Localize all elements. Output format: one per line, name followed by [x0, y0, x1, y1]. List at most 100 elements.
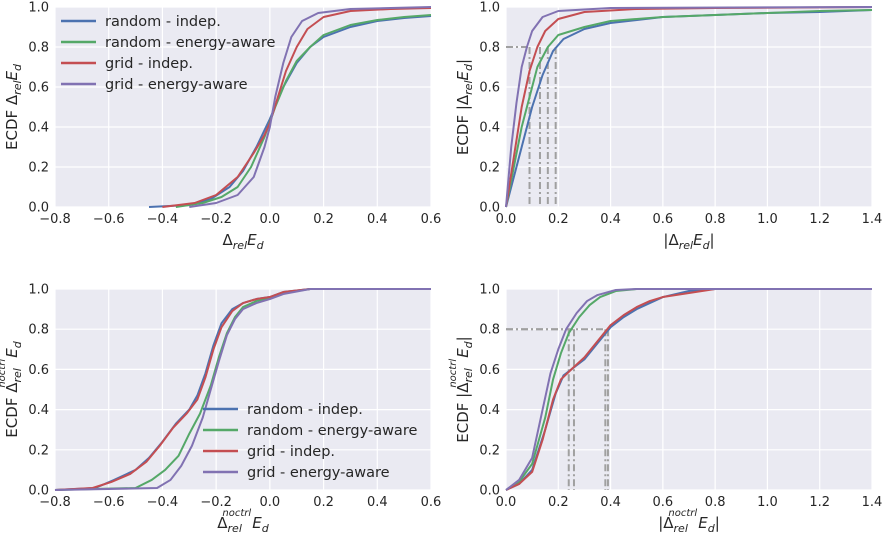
- panel-top-right: 0.0 0.2 0.4 0.6 0.8 1.0 1.2 1.4 0.0 0.2 0.4 0.6 0.8 1…: [454, 1, 882, 253]
- label-part: E: [3, 70, 21, 80]
- label-part: d: [708, 522, 716, 535]
- legend-label: grid - energy-aware: [247, 465, 390, 481]
- y-axis-label: ECDF ΔrelEd: [3, 63, 24, 150]
- x-tick-label: 1.0: [757, 212, 778, 227]
- y-tick-label: 0.8: [479, 41, 500, 56]
- label-part: d: [11, 340, 24, 348]
- x-tick-label: −0.4: [147, 212, 179, 227]
- y-tick-label: 0.0: [479, 201, 500, 216]
- label-part: E: [698, 514, 708, 532]
- label-superscript: noctrl: [668, 508, 697, 519]
- x-tick-label: 0.0: [496, 212, 517, 227]
- x-tick-label: 1.4: [862, 212, 883, 227]
- label-part: E: [454, 70, 472, 80]
- series-line-grid-indep: [54, 288, 431, 491]
- legend-label: grid - energy-aware: [105, 77, 248, 93]
- label-part: rel: [11, 368, 24, 382]
- label-part: E: [252, 514, 262, 532]
- x-tick-label: 0.4: [367, 495, 388, 510]
- x-tick-label: 0.6: [421, 212, 442, 227]
- y-tick-label: 0.6: [479, 81, 500, 96]
- y-tick-label: 1.0: [28, 1, 49, 16]
- label-part: E: [247, 231, 257, 249]
- x-tick-label: 1.0: [757, 495, 778, 510]
- x-axis-label: |ΔrelEd|: [663, 231, 714, 252]
- legend-label: grid - indep.: [105, 56, 193, 72]
- label-part: Δ: [217, 514, 228, 532]
- x-axis-label: Δrel noctrl Ed: [217, 508, 269, 535]
- label-part: d: [703, 239, 711, 252]
- x-tick-label: 0.8: [705, 212, 726, 227]
- label-part: rel: [462, 368, 475, 382]
- y-tick-label: 1.0: [479, 283, 500, 298]
- series-line-grid-energy: [54, 288, 431, 491]
- x-tick-label: 0.2: [548, 212, 569, 227]
- y-tick-label: 1.0: [28, 283, 49, 298]
- label-part: |: [715, 514, 720, 532]
- label-part: d: [462, 340, 475, 348]
- legend-label: random - energy-aware: [247, 423, 417, 439]
- label-part: |Δ: [658, 514, 674, 532]
- y-tick-label: 0.2: [28, 161, 49, 176]
- series-line-random-energy: [505, 9, 873, 208]
- x-tick-label: 0.8: [705, 495, 726, 510]
- plot-area: [55, 289, 431, 490]
- legend-label: random - energy-aware: [105, 35, 275, 51]
- x-tick-label: 0.6: [653, 212, 674, 227]
- label-part: |: [454, 59, 472, 64]
- plot-area: [55, 7, 431, 207]
- x-tick-label: 0.4: [600, 212, 621, 227]
- x-tick-label: 0.0: [260, 212, 281, 227]
- x-tick-label: 0.2: [548, 495, 569, 510]
- plot-area: [506, 289, 872, 490]
- x-tick-label: −0.2: [200, 212, 232, 227]
- y-tick-label: 0.0: [28, 201, 49, 216]
- label-part: |: [454, 336, 472, 341]
- label-part: E: [454, 348, 472, 358]
- label-superscript: noctrl: [0, 359, 8, 388]
- panel-bottom-left: −0.8 −0.6 −0.4 −0.2 0.0 0.2 0.4 0.6 0.0 0.2 0.4 0.6…: [0, 283, 441, 536]
- label-part: d: [257, 239, 265, 252]
- label-part: d: [462, 63, 475, 71]
- legend: random - indep. random - energy-aware grid…: [61, 14, 275, 93]
- y-tick-label: 0.2: [28, 443, 49, 458]
- y-axis-label: ECDF Δrelnoctrl Ed: [0, 340, 24, 437]
- y-tick-label: 0.4: [28, 121, 49, 136]
- x-tick-label: 0.6: [653, 495, 674, 510]
- label-part: rel: [674, 522, 688, 535]
- legend-label: random - indep.: [247, 402, 363, 418]
- series-line-grid-energy: [189, 6, 432, 208]
- label-superscript: noctrl: [448, 359, 459, 388]
- series-line-grid-energy: [505, 288, 872, 491]
- label-part: d: [11, 63, 24, 71]
- y-tick-label: 0.4: [28, 403, 49, 418]
- label-part: ECDF |Δ: [454, 94, 472, 155]
- x-tick-label: −0.6: [93, 495, 125, 510]
- y-tick-label: 0.0: [479, 484, 500, 499]
- y-tick-label: 0.2: [479, 443, 500, 458]
- x-tick-label: 0.0: [496, 495, 517, 510]
- x-tick-label: 0.6: [421, 495, 442, 510]
- label-part: rel: [462, 80, 475, 94]
- y-tick-label: 0.6: [479, 363, 500, 378]
- label-part: ECDF Δ: [3, 382, 21, 438]
- y-tick-label: 0.8: [28, 41, 49, 56]
- label-part: |Δ: [663, 231, 679, 249]
- series-line-grid-indep: [505, 288, 872, 491]
- y-tick-label: 0.4: [479, 403, 500, 418]
- label-part: Δ: [222, 231, 233, 249]
- y-axis-label: ECDF |Δrelnoctrl Ed|: [448, 336, 475, 442]
- x-tick-label: 1.2: [809, 495, 830, 510]
- panel-bottom-right: 0.0 0.2 0.4 0.6 0.8 1.0 1.2 1.4 0.0 0.2 0.4 0.6 0.8 1…: [448, 283, 882, 536]
- series-line-grid-energy: [505, 6, 873, 208]
- legend-label: random - indep.: [105, 14, 221, 30]
- y-tick-label: 0.6: [28, 363, 49, 378]
- x-tick-label: −0.4: [147, 495, 179, 510]
- y-tick-label: 1.0: [479, 1, 500, 16]
- y-tick-label: 0.6: [28, 81, 49, 96]
- legend-label: grid - indep.: [247, 444, 335, 460]
- x-axis-label: |Δrel noctrl Ed|: [658, 508, 720, 535]
- x-tick-label: 0.4: [367, 212, 388, 227]
- x-tick-label: 1.4: [862, 495, 883, 510]
